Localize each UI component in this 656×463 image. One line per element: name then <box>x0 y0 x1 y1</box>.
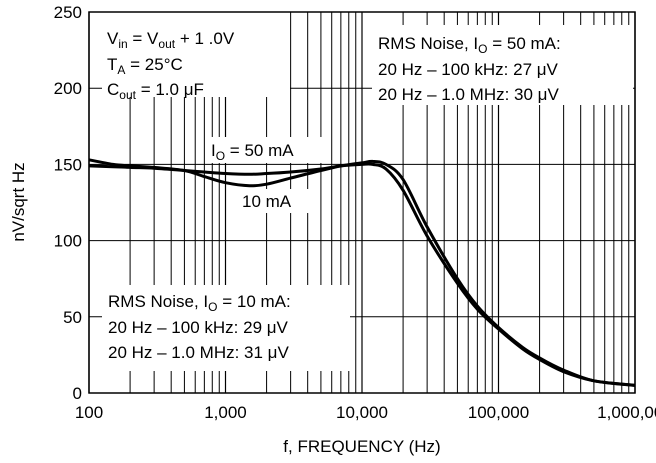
ticks: 100 1,000 10,000 100,000 1,000,000 0 50 100 150 2… <box>54 3 656 422</box>
x-tick-label: 1,000 <box>204 403 247 422</box>
plot-frame <box>88 11 636 394</box>
rms-10-box <box>102 285 350 371</box>
rms50-line2: 20 Hz – 100 kHz: 27 μV <box>378 60 559 79</box>
io50-curve-label: IO = 50 mA <box>211 141 294 163</box>
ta-annotation: TA = 25°C <box>107 55 183 77</box>
x-tick-label: 10,000 <box>336 403 388 422</box>
rms10-title: RMS Noise, IO = 10 mA: <box>108 292 291 314</box>
rms50-title: RMS Noise, IO = 50 mA: <box>378 34 561 56</box>
io10-curve-label: 10 mA <box>242 192 292 211</box>
y-tick-label: 200 <box>54 79 82 98</box>
y-tick-label: 100 <box>54 232 82 251</box>
x-tick-label: 1,000,000 <box>597 403 656 422</box>
cout-annotation: Cout = 1.0 μF <box>107 80 204 102</box>
series-line-io-10ma <box>88 158 636 387</box>
x-tick-label: 100,000 <box>468 403 529 422</box>
annotation-backgrounds <box>102 11 633 371</box>
vin-annotation: Vin = Vout + 1 .0V <box>107 29 235 51</box>
io10-label-box <box>238 189 311 213</box>
y-tick-label: 50 <box>63 308 82 327</box>
y-tick-label: 250 <box>54 3 82 22</box>
rms50-line3: 20 Hz – 1.0 MHz: 30 μV <box>378 85 559 104</box>
y-tick-label: 0 <box>73 384 82 403</box>
rms10-line3: 20 Hz – 1.0 MHz: 31 μV <box>108 343 289 362</box>
series <box>88 158 636 387</box>
y-tick-label: 150 <box>54 155 82 174</box>
rms10-line2: 20 Hz – 100 kHz: 29 μV <box>108 318 289 337</box>
y-axis-label: nV/sqrt Hz <box>9 162 28 241</box>
io50-label-box <box>208 137 323 163</box>
rms-50-box <box>372 25 633 105</box>
x-axis-label: f, FREQUENCY (Hz) <box>283 437 440 456</box>
x-tick-label: 100 <box>75 403 103 422</box>
conditions-box <box>102 11 290 97</box>
